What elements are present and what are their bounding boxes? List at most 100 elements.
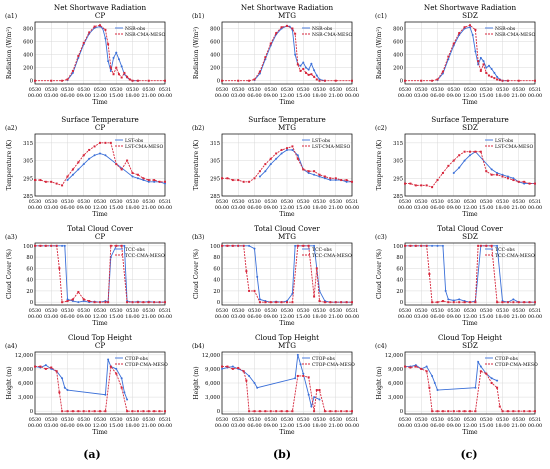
y-axis-label: Radiation (W/m²) — [6, 27, 13, 79]
x-tick-label: 12:00 — [463, 314, 477, 320]
data-point-model — [253, 410, 256, 413]
data-point-obs — [496, 75, 499, 78]
data-point-obs — [490, 377, 493, 380]
x-tick-label: 0530 — [447, 87, 460, 93]
data-point-model — [404, 79, 406, 82]
data-point-obs — [444, 289, 447, 292]
data-point-model — [351, 180, 353, 183]
data-point-model — [131, 301, 134, 304]
data-point-model — [231, 367, 234, 370]
x-tick-label: 0530 — [281, 199, 294, 205]
data-point-model — [237, 79, 240, 82]
legend-entry: NSR-CMA-MESO — [125, 32, 165, 38]
data-point-model — [55, 244, 58, 247]
y-axis-label: Cloud Cover (%) — [376, 249, 383, 299]
x-tick-label: 15:00 — [479, 423, 493, 429]
series-line-obs — [453, 151, 535, 185]
x-tick-label: 00:00 — [158, 93, 172, 99]
data-point-model — [120, 244, 123, 247]
y-tick-label: 0 — [400, 79, 403, 85]
data-point-model — [409, 366, 412, 369]
x-tick-label: 0531 — [529, 308, 542, 314]
data-point-model — [88, 410, 91, 413]
data-point-model — [534, 182, 536, 185]
data-point-model — [463, 410, 466, 413]
data-point-model — [115, 244, 118, 247]
data-point-model — [77, 291, 80, 294]
data-point-model — [447, 410, 450, 413]
data-point-model — [482, 63, 485, 66]
x-axis-label: Time — [279, 320, 295, 327]
data-point-model — [120, 76, 123, 79]
data-point-model — [93, 25, 96, 28]
data-point-obs — [523, 182, 526, 185]
data-point-model — [512, 179, 515, 182]
x-tick-label: 0530 — [77, 87, 90, 93]
data-point-model — [231, 179, 234, 182]
data-point-model — [345, 410, 348, 413]
plot-frame — [221, 351, 353, 415]
data-point-obs — [221, 367, 223, 370]
x-tick-label: 12:00 — [280, 205, 294, 211]
data-point-obs — [294, 53, 297, 56]
data-point-model — [351, 410, 353, 413]
data-point-obs — [286, 148, 288, 151]
x-tick-label: 00:00 — [528, 314, 542, 320]
data-point-model — [485, 372, 488, 375]
data-point-model — [501, 301, 504, 304]
x-tick-label: 0530 — [45, 308, 58, 314]
y-tick-label: 800 — [23, 27, 33, 33]
x-tick-label: 12:00 — [463, 205, 477, 211]
chart-subtitle: SDZ — [462, 232, 478, 241]
chart-title: Net Shortwave Radiation — [54, 3, 147, 12]
series-line-obs — [34, 359, 128, 400]
chart-title: Total Cloud Cover — [437, 224, 503, 233]
data-point-model — [34, 179, 36, 182]
x-tick-label: 0530 — [110, 308, 123, 314]
data-point-model — [120, 386, 123, 389]
data-point-model — [463, 150, 466, 153]
data-point-obs — [63, 244, 66, 247]
data-point-model — [528, 301, 531, 304]
data-point-model — [55, 370, 58, 373]
data-point-model — [258, 301, 261, 304]
y-tick-label: 6,000 — [18, 381, 33, 387]
panel-label: (b2) — [192, 125, 204, 132]
chart-subtitle: MTG — [278, 232, 296, 241]
y-tick-label: 60 — [396, 266, 403, 272]
data-point-model — [128, 78, 131, 81]
data-point-model — [71, 410, 74, 413]
data-point-model — [323, 301, 326, 304]
data-point-obs — [512, 298, 515, 301]
data-point-model — [307, 73, 310, 76]
data-point-model — [82, 298, 85, 301]
data-point-model — [463, 26, 466, 29]
data-point-obs — [479, 56, 482, 59]
data-point-model — [242, 180, 245, 183]
data-point-obs — [120, 65, 123, 68]
data-point-obs — [115, 367, 118, 370]
chart-title: Total Cloud Cover — [67, 224, 133, 233]
x-tick-label: 15:00 — [109, 423, 123, 429]
x-tick-label: 09:00 — [77, 205, 91, 211]
data-point-model — [147, 179, 150, 182]
data-point-obs — [88, 157, 91, 160]
data-point-model — [318, 173, 321, 176]
data-point-model — [104, 410, 107, 413]
data-point-obs — [490, 168, 493, 171]
data-point-obs — [458, 166, 461, 169]
x-tick-label: 0531 — [529, 87, 542, 93]
column-caption-b: (b) — [272, 448, 292, 461]
x-tick-label: 15:00 — [479, 205, 493, 211]
data-point-model — [164, 79, 166, 82]
x-tick-label: 00:00 — [398, 93, 412, 99]
data-point-model — [226, 244, 229, 247]
data-point-model — [269, 301, 272, 304]
data-point-model — [506, 79, 509, 82]
x-tick-label: 0530 — [248, 308, 261, 314]
data-point-model — [307, 170, 310, 173]
data-point-obs — [310, 62, 313, 65]
data-point-model — [264, 56, 267, 59]
data-point-obs — [117, 58, 120, 61]
